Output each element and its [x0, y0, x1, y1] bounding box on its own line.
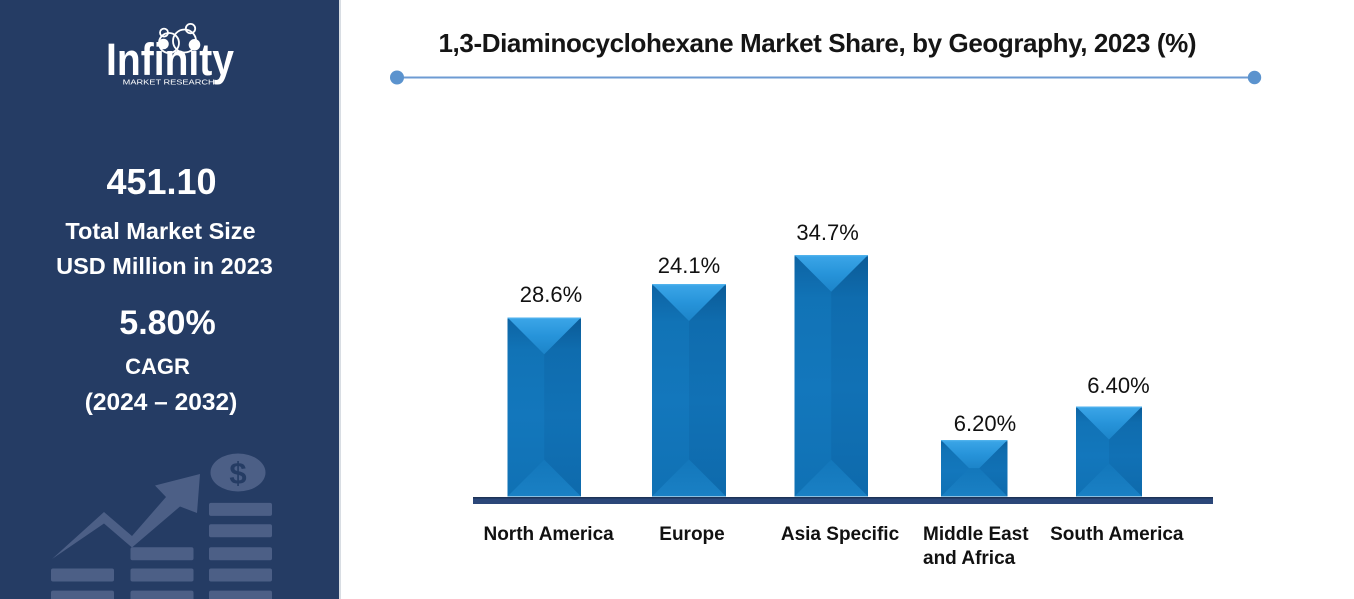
- svg-text:Infinity: Infinity: [106, 34, 234, 85]
- svg-text:$: $: [229, 456, 246, 491]
- svg-text:MARKET RESEARCH: MARKET RESEARCH: [123, 78, 215, 87]
